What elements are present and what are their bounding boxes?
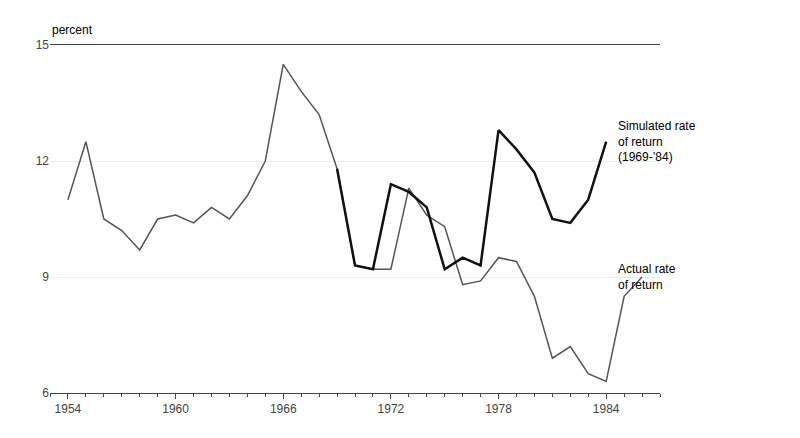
svg-text:Simulated rateof return(1969-’: Simulated rateof return(1969-’84) [618, 119, 696, 164]
svg-text:1960: 1960 [162, 402, 189, 416]
svg-text:Actual rateof return: Actual rateof return [618, 262, 676, 292]
svg-text:12: 12 [36, 154, 50, 168]
svg-text:9: 9 [42, 270, 49, 284]
svg-text:1954: 1954 [55, 402, 82, 416]
svg-text:6: 6 [42, 386, 49, 400]
svg-text:1984: 1984 [593, 402, 620, 416]
svg-text:1972: 1972 [378, 402, 405, 416]
svg-text:15: 15 [36, 38, 50, 52]
svg-text:percent: percent [52, 23, 93, 37]
svg-text:1978: 1978 [485, 402, 512, 416]
svg-text:1966: 1966 [270, 402, 297, 416]
